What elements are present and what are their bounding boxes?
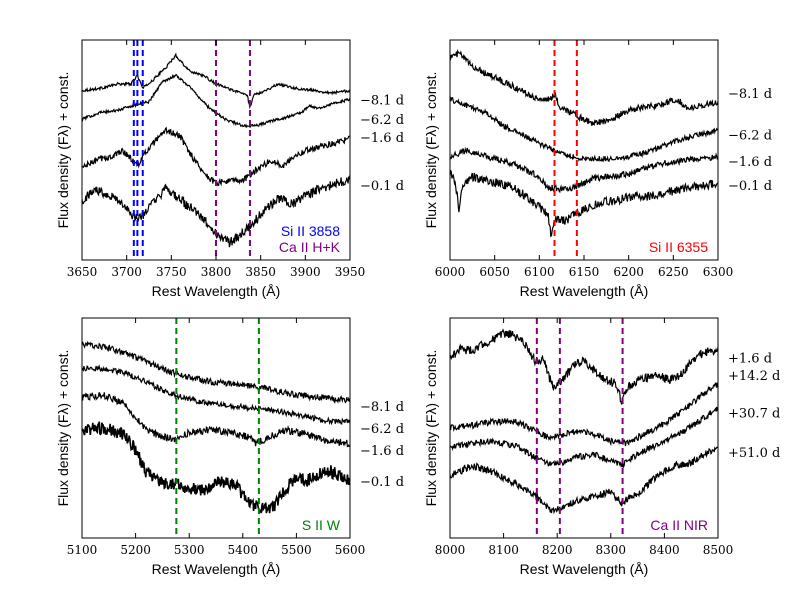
x-tick-label: 5600 bbox=[335, 543, 366, 557]
epoch-label: −1.6 d bbox=[728, 155, 772, 170]
x-tick-label: 3750 bbox=[156, 265, 187, 279]
x-tick-label: 8100 bbox=[488, 543, 519, 557]
x-tick-label: 3650 bbox=[67, 265, 98, 279]
axes-frame bbox=[449, 317, 719, 539]
x-tick-label: 3900 bbox=[290, 265, 321, 279]
x-tick-label: 3850 bbox=[245, 265, 276, 279]
x-tick-label: 6150 bbox=[569, 265, 600, 279]
epoch-label: −6.2 d bbox=[360, 422, 404, 437]
epoch-label: +14.2 d bbox=[728, 369, 780, 384]
y-axis-label: Flux density (Fλ) + const. bbox=[423, 350, 439, 507]
spectrum-line bbox=[82, 421, 350, 515]
spectrum-line bbox=[82, 392, 350, 448]
x-tick-label: 8300 bbox=[596, 543, 627, 557]
panel-top-right: 6000 6050 6100 6150 6200 6250 6300 Rest Wavelen… bbox=[423, 39, 772, 299]
x-tick-label: 5300 bbox=[174, 543, 205, 557]
y-axis-label: Flux density (Fλ) + const. bbox=[55, 350, 71, 507]
panel-top-left: 3650 3700 3750 3800 3850 3900 3950 Rest Wavelen… bbox=[55, 39, 404, 299]
x-tick-label: 6100 bbox=[524, 265, 555, 279]
x-tick-label: 5500 bbox=[281, 543, 312, 557]
epoch-label: −8.1 d bbox=[360, 93, 404, 108]
x-tick-label: 8500 bbox=[703, 543, 734, 557]
x-tick-label: 6300 bbox=[703, 265, 734, 279]
epoch-label: +1.6 d bbox=[728, 352, 772, 367]
x-tick-label: 3800 bbox=[201, 265, 232, 279]
x-tick-label: 3700 bbox=[111, 265, 142, 279]
panel-bottom-left: 5100 5200 5300 5400 5500 5600 Rest Wavelength … bbox=[55, 317, 404, 577]
epoch-label: +51.0 d bbox=[728, 446, 780, 461]
x-tick-label: 5200 bbox=[120, 543, 151, 557]
epoch-label: −0.1 d bbox=[360, 179, 404, 194]
x-axis-label: Rest Wavelength (Å) bbox=[152, 561, 281, 577]
epoch-label: −6.2 d bbox=[360, 113, 404, 128]
x-tick-label: 6200 bbox=[613, 265, 644, 279]
epoch-label: −6.2 d bbox=[728, 129, 772, 144]
spectrum-line bbox=[450, 146, 718, 194]
y-axis-label: Flux density (Fλ) + const. bbox=[423, 72, 439, 229]
x-tick-label: 6250 bbox=[658, 265, 689, 279]
epoch-label: −0.1 d bbox=[728, 179, 772, 194]
x-tick-label: 5100 bbox=[67, 543, 98, 557]
spectrum-line bbox=[82, 340, 350, 404]
spectrum-line bbox=[450, 169, 718, 238]
spectrum-line bbox=[450, 328, 718, 405]
y-axis-label: Flux density (Fλ) + const. bbox=[55, 72, 71, 229]
spectrum-line bbox=[450, 446, 718, 515]
x-tick-label: 3950 bbox=[335, 265, 366, 279]
feature-annotation: Si II 3858 bbox=[281, 223, 340, 239]
epoch-label: −1.6 d bbox=[360, 131, 404, 146]
spectrum-line bbox=[82, 364, 350, 426]
epoch-label: +30.7 d bbox=[728, 407, 780, 422]
axes-frame bbox=[81, 317, 351, 539]
spectrum-line bbox=[82, 126, 350, 187]
x-axis-label: Rest Wavelength (Å) bbox=[520, 283, 649, 299]
x-tick-label: 8000 bbox=[435, 543, 466, 557]
epoch-label: −8.1 d bbox=[728, 87, 772, 102]
x-axis-label: Rest Wavelength (Å) bbox=[152, 283, 281, 299]
spectrum-line bbox=[450, 406, 718, 469]
epoch-label: −0.1 d bbox=[360, 475, 404, 490]
x-tick-label: 8200 bbox=[542, 543, 573, 557]
feature-annotation: Ca II H+K bbox=[279, 239, 341, 255]
x-axis-label: Rest Wavelength (Å) bbox=[520, 561, 649, 577]
feature-annotation: Ca II NIR bbox=[650, 517, 708, 533]
panel-bottom-right: 8000 8100 8200 8300 8400 8500 Rest Wavelength … bbox=[423, 317, 780, 577]
spectrum-line bbox=[450, 49, 718, 127]
feature-annotation: Si II 6355 bbox=[649, 239, 708, 255]
axes-frame bbox=[449, 39, 719, 261]
epoch-label: −8.1 d bbox=[360, 400, 404, 415]
spectrum-line bbox=[450, 96, 718, 163]
x-tick-label: 6000 bbox=[435, 265, 466, 279]
feature-annotation: S II W bbox=[302, 517, 341, 533]
x-tick-label: 6050 bbox=[479, 265, 510, 279]
x-tick-label: 8400 bbox=[649, 543, 680, 557]
spectrum-line bbox=[450, 382, 718, 447]
epoch-label: −1.6 d bbox=[360, 444, 404, 459]
x-tick-label: 5400 bbox=[228, 543, 259, 557]
